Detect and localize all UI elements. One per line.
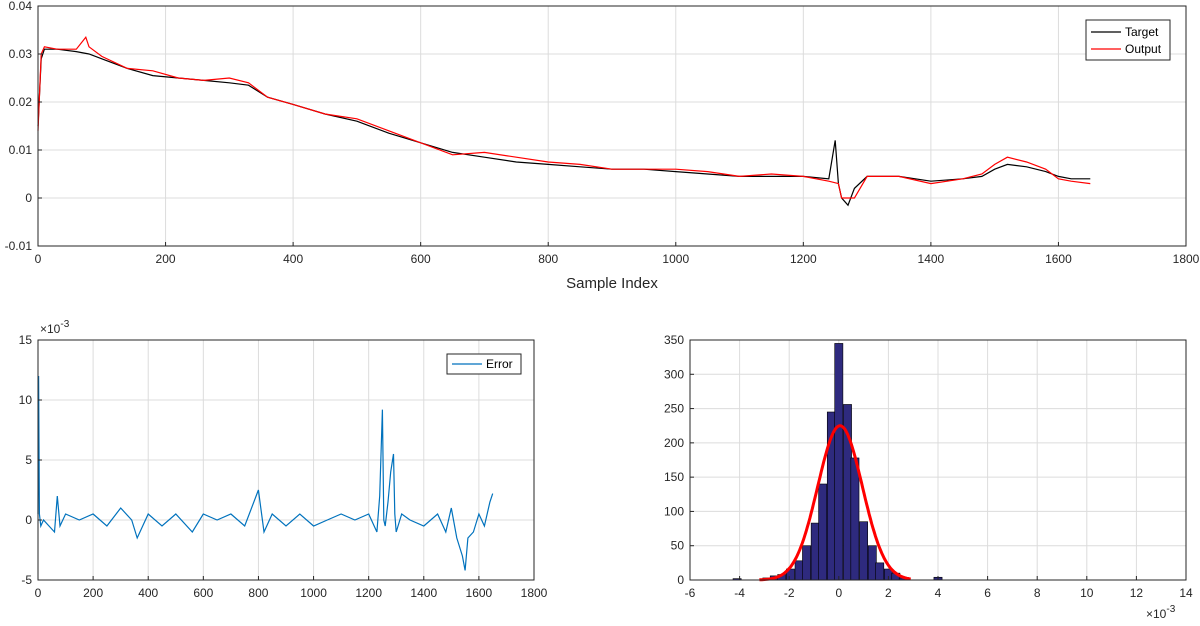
legend-label-error: Error	[486, 357, 513, 371]
histogram-bar	[810, 522, 820, 581]
histogram-exponent-label: ×10-3	[1146, 604, 1176, 621]
histogram-x-tick-label: -4	[734, 586, 745, 600]
error-plot-x-tick-label: 1200	[355, 586, 382, 600]
top-y-tick-label: 0.01	[9, 143, 33, 157]
histogram-y-tick-label: 300	[664, 367, 684, 381]
histogram-fit	[759, 424, 911, 582]
top-y-tick-label: 0.04	[9, 0, 33, 13]
top-legend: Target Output	[1085, 19, 1171, 61]
histogram-bar	[867, 545, 877, 581]
histogram-x-tick-label: 0	[835, 586, 842, 600]
top-plot-frame	[37, 5, 1187, 247]
error-plot-legend: Error	[446, 353, 522, 375]
histogram-y-tick-label: 200	[664, 436, 684, 450]
error-plot-x-tick-label: 400	[138, 586, 158, 600]
top-x-tick-label: 0	[35, 252, 42, 266]
top-x-tick-label: 800	[538, 252, 558, 266]
error-plot-exponent-label: ×10-3	[40, 319, 70, 336]
legend-label-output: Output	[1125, 42, 1162, 56]
histogram-bar	[818, 483, 828, 581]
top-y-tick-label: -0.01	[5, 239, 33, 253]
top-x-tick-label: 1000	[662, 252, 689, 266]
histogram-y-tick-label: 100	[664, 504, 684, 518]
histogram-bar	[834, 343, 844, 581]
error-plot-y-tick-label: 10	[19, 393, 33, 407]
normal-fit-curve	[759, 424, 911, 582]
histogram-x-tick-label: 8	[1034, 586, 1041, 600]
top-y-tick-label: 0.03	[9, 47, 33, 61]
histogram-bar	[859, 521, 868, 581]
histogram-y-tick-label: 350	[664, 333, 684, 347]
histogram-bars	[732, 343, 943, 581]
histogram-x-tick-label: 2	[885, 586, 892, 600]
top-y-tick-label: 0.02	[9, 95, 33, 109]
top-grid	[37, 5, 1187, 247]
error-plot-x-tick-label: 1800	[521, 586, 548, 600]
histogram-x-tick-label: 6	[984, 586, 991, 600]
top-y-tick-label: 0	[25, 191, 32, 205]
histogram-grid	[689, 339, 1187, 581]
histogram-x-tick-label: 10	[1080, 586, 1094, 600]
error-plot-x-tick-label: 0	[35, 586, 42, 600]
histogram-x-tick-label: 12	[1130, 586, 1144, 600]
top-series	[37, 35, 1091, 207]
histogram-plot: -6 -4 -2 0 2 4 6 8 10 12 14 0 50 100 150 200 250 300 350 ×…	[664, 333, 1193, 621]
histogram-y-tick-label: 150	[664, 470, 684, 484]
error-plot-y-tick-label: 5	[25, 453, 32, 467]
histogram-y-tick-label: 0	[677, 573, 684, 587]
error-plot-x-tick-label: 1400	[410, 586, 437, 600]
legend-label-target: Target	[1125, 25, 1159, 39]
histogram-x-tick-label: 4	[935, 586, 942, 600]
histogram-x-tick-label: 14	[1179, 586, 1193, 600]
top-x-tick-label: 200	[156, 252, 176, 266]
error-plot-x-tick-label: 600	[193, 586, 213, 600]
histogram-x-tick-label: -2	[784, 586, 795, 600]
series-line-error	[37, 375, 494, 571]
top-x-tick-label: 1400	[918, 252, 945, 266]
error-plot-x-tick-label: 1000	[300, 586, 327, 600]
top-x-axis-label: Sample Index	[566, 275, 658, 292]
top-legend-box	[1085, 19, 1171, 61]
top-x-tick-label: 1200	[790, 252, 817, 266]
error-legend-box	[446, 353, 522, 375]
histogram-x-tick-label: -6	[685, 586, 696, 600]
error-plot-series	[37, 375, 494, 571]
top-ticks: 0 200 400 600 800 1000 1200 1400 1600 1800-0.0100…	[5, 0, 1200, 266]
error-plot-x-tick-label: 200	[83, 586, 103, 600]
top-x-tick-label: 400	[283, 252, 303, 266]
histogram-bar	[850, 457, 860, 581]
error-plot-grid	[37, 339, 535, 581]
series-line-output	[37, 35, 1091, 199]
histogram-y-tick-label: 250	[664, 402, 684, 416]
error-plot-y-tick-label: -5	[21, 573, 32, 587]
top-plot: 0 200 400 600 800 1000 1200 1400 1600 1800-0.0100…	[5, 0, 1200, 292]
series-line-target	[37, 48, 1091, 207]
error-plot-x-tick-label: 1600	[466, 586, 493, 600]
error-plot-ticks: 0 200 400 600 800 1000 1200 1400 1600 1800-505101…	[19, 333, 548, 600]
top-x-tick-label: 1800	[1173, 252, 1200, 266]
histogram-y-tick-label: 50	[671, 539, 685, 553]
histogram-bar	[794, 560, 804, 581]
histogram-bar	[875, 562, 885, 581]
top-x-tick-label: 600	[411, 252, 431, 266]
error-plot: 0 200 400 600 800 1000 1200 1400 1600 1800-505101…	[19, 319, 548, 600]
histogram-bar	[802, 545, 811, 581]
error-plot-y-tick-label: 15	[19, 333, 33, 347]
histogram-ticks: -6 -4 -2 0 2 4 6 8 10 12 14 0 50 100 150 200 250 300 350	[664, 333, 1193, 600]
error-plot-y-tick-label: 0	[25, 513, 32, 527]
error-plot-x-tick-label: 800	[248, 586, 268, 600]
top-x-tick-label: 1600	[1045, 252, 1072, 266]
